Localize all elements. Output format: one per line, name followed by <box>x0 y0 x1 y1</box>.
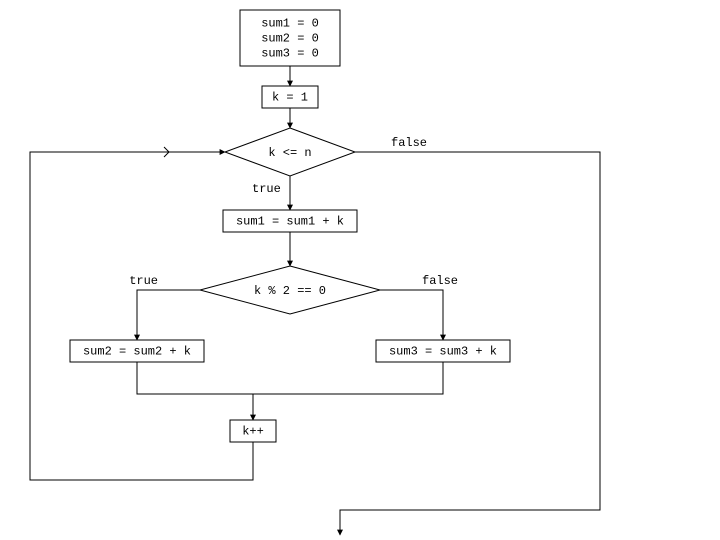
svg-text:true: true <box>129 274 158 288</box>
svg-text:sum1 = 0: sum1 = 0 <box>261 17 319 31</box>
svg-text:false: false <box>391 136 427 150</box>
svg-text:k++: k++ <box>242 425 264 439</box>
svg-text:false: false <box>422 274 458 288</box>
svg-text:k <= n: k <= n <box>268 146 311 160</box>
svg-text:sum1 = sum1 + k: sum1 = sum1 + k <box>236 215 344 229</box>
svg-text:sum2 = 0: sum2 = 0 <box>261 32 319 46</box>
svg-text:k = 1: k = 1 <box>272 91 308 105</box>
svg-text:sum3 = 0: sum3 = 0 <box>261 47 319 61</box>
svg-text:true: true <box>252 182 281 196</box>
svg-text:sum2 = sum2 + k: sum2 = sum2 + k <box>83 345 191 359</box>
svg-text:sum3 = sum3 + k: sum3 = sum3 + k <box>389 345 497 359</box>
svg-text:k % 2 == 0: k % 2 == 0 <box>254 284 326 298</box>
